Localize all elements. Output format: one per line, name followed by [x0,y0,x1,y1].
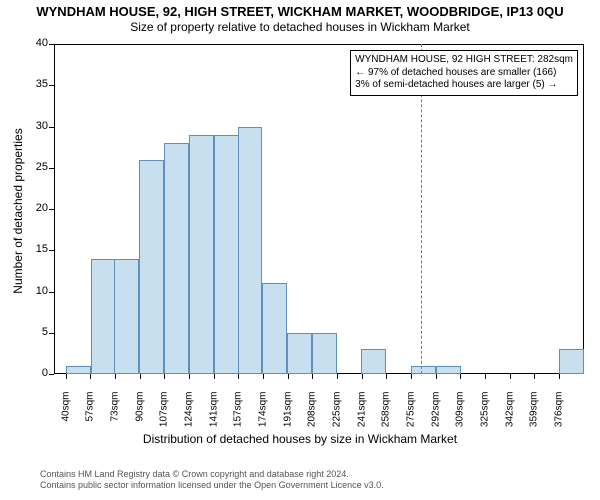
x-tick-label: 359sqm [529,392,540,432]
y-tick-mark [49,44,54,45]
x-tick-mark [66,374,67,379]
x-tick-label: 241sqm [356,392,367,432]
x-tick-mark [238,374,239,379]
x-tick-mark [559,374,560,379]
y-tick-label: 30 [18,120,48,132]
footer-line-1: Contains HM Land Registry data © Crown c… [40,469,384,481]
x-tick-mark [362,374,363,379]
x-tick-mark [90,374,91,379]
attribution-footer: Contains HM Land Registry data © Crown c… [40,469,384,492]
x-tick-mark [115,374,116,379]
x-tick-mark [485,374,486,379]
y-tick-mark [49,250,54,251]
histogram-bar [287,333,312,374]
x-tick-mark [386,374,387,379]
x-tick-mark [189,374,190,379]
x-tick-label: 309sqm [455,392,466,432]
y-tick-mark [49,333,54,334]
x-tick-mark [288,374,289,379]
annotation-line: WYNDHAM HOUSE, 92 HIGH STREET: 282sqm [355,54,573,67]
y-tick-mark [49,168,54,169]
histogram-bar [66,366,91,374]
x-tick-mark [214,374,215,379]
x-tick-mark [263,374,264,379]
y-tick-label: 25 [18,161,48,173]
x-tick-label: 124sqm [184,392,195,432]
x-tick-label: 157sqm [233,392,244,432]
histogram-bar [139,160,164,375]
footer-line-2: Contains public sector information licen… [40,480,384,492]
y-tick-label: 5 [18,326,48,338]
histogram-bar [262,283,287,374]
x-tick-mark [436,374,437,379]
histogram-bar [189,135,214,374]
x-axis-label: Distribution of detached houses by size … [0,432,600,446]
x-tick-mark [460,374,461,379]
histogram-bar [559,349,584,374]
y-tick-mark [49,209,54,210]
annotation-box: WYNDHAM HOUSE, 92 HIGH STREET: 282sqm← 9… [350,50,578,96]
histogram-bar [164,143,189,374]
x-tick-label: 376sqm [554,392,565,432]
y-tick-label: 10 [18,285,48,297]
x-tick-label: 225sqm [332,392,343,432]
histogram-bar [114,259,139,375]
x-tick-mark [534,374,535,379]
histogram-bar [91,259,116,375]
annotation-line: ← 97% of detached houses are smaller (16… [355,67,573,80]
histogram-bar [312,333,337,374]
x-tick-label: 73sqm [110,392,121,432]
x-tick-label: 40sqm [60,392,71,432]
x-tick-label: 325sqm [480,392,491,432]
x-tick-label: 258sqm [381,392,392,432]
x-tick-mark [164,374,165,379]
x-tick-label: 174sqm [258,392,269,432]
x-tick-label: 275sqm [406,392,417,432]
histogram-bar [238,127,263,375]
x-tick-mark [140,374,141,379]
y-tick-label: 35 [18,78,48,90]
histogram-bar [214,135,239,374]
x-tick-label: 342sqm [504,392,515,432]
annotation-line: 3% of semi-detached houses are larger (5… [355,79,573,92]
chart-container: WYNDHAM HOUSE, 92, HIGH STREET, WICKHAM … [0,0,600,500]
y-tick-mark [49,127,54,128]
x-tick-mark [411,374,412,379]
x-tick-mark [312,374,313,379]
y-tick-label: 0 [18,367,48,379]
page-title: WYNDHAM HOUSE, 92, HIGH STREET, WICKHAM … [0,0,600,19]
page-subtitle: Size of property relative to detached ho… [0,19,600,34]
x-tick-label: 90sqm [134,392,145,432]
y-tick-label: 15 [18,243,48,255]
x-tick-label: 208sqm [307,392,318,432]
x-tick-mark [510,374,511,379]
x-tick-label: 57sqm [85,392,96,432]
y-tick-mark [49,374,54,375]
x-tick-mark [337,374,338,379]
histogram-bar [436,366,461,374]
x-tick-label: 141sqm [208,392,219,432]
y-tick-mark [49,292,54,293]
y-tick-label: 20 [18,202,48,214]
histogram-bar [361,349,386,374]
x-tick-label: 107sqm [159,392,170,432]
histogram-bar [411,366,436,374]
x-tick-label: 191sqm [282,392,293,432]
y-tick-mark [49,85,54,86]
y-tick-label: 40 [18,37,48,49]
x-tick-label: 292sqm [430,392,441,432]
